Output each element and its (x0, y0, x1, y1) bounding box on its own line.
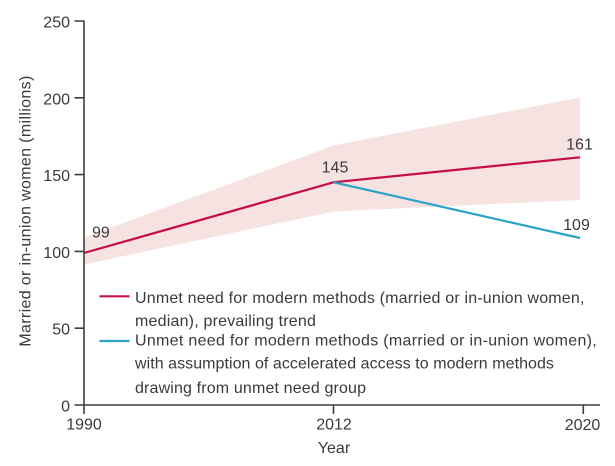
svg-text:2020: 2020 (565, 417, 601, 434)
svg-text:Unmet need for modern methods: Unmet need for modern methods (married o… (135, 290, 585, 307)
svg-text:200: 200 (43, 91, 70, 108)
svg-text:0: 0 (61, 399, 70, 416)
svg-text:median), prevailing trend: median), prevailing trend (135, 313, 316, 330)
svg-text:2012: 2012 (316, 417, 352, 434)
svg-text:Married or in-union women (mil: Married or in-union women (millions) (18, 75, 35, 346)
svg-text:with assumption of accelerated: with assumption of accelerated access to… (134, 356, 554, 373)
svg-text:100: 100 (43, 245, 70, 262)
svg-text:50: 50 (52, 322, 70, 339)
svg-text:161: 161 (566, 137, 593, 154)
svg-text:145: 145 (322, 160, 349, 177)
svg-text:99: 99 (92, 225, 110, 242)
svg-text:Unmet need for modern methods: Unmet need for modern methods (married o… (135, 333, 597, 350)
svg-text:150: 150 (43, 168, 70, 185)
svg-text:109: 109 (563, 217, 590, 234)
svg-text:1990: 1990 (66, 417, 102, 434)
svg-text:Year: Year (318, 440, 351, 457)
svg-text:250: 250 (43, 15, 70, 32)
svg-text:drawing from unmet need group: drawing from unmet need group (135, 380, 366, 397)
